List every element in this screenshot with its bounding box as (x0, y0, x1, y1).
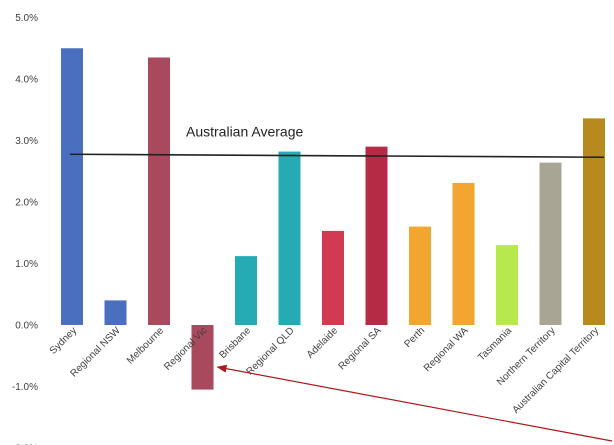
bars (61, 48, 605, 390)
average-label: Australian Average (186, 123, 303, 139)
bar (278, 151, 301, 325)
bar (496, 245, 518, 325)
category-label: Perth (402, 325, 427, 350)
y-tick-label: 5.0% (15, 13, 38, 24)
bar (148, 57, 170, 325)
y-tick-label: 2.0% (15, 198, 38, 209)
category-label: Australian Capital Territory (511, 325, 602, 416)
category-label: Adelaide (305, 325, 341, 361)
category-label: Sydney (48, 325, 79, 356)
bar (539, 162, 562, 325)
bar (104, 300, 127, 325)
average-line (69, 153, 605, 159)
bar (191, 325, 214, 390)
y-tick-label: 1.0% (15, 259, 38, 270)
category-label: Regional SA (337, 325, 384, 372)
bar (322, 230, 344, 325)
category-label: Regional WA (422, 325, 471, 374)
y-tick-label: -1.0% (12, 382, 38, 393)
bar (583, 118, 605, 325)
bar (409, 226, 431, 325)
bar (452, 182, 475, 325)
bar (61, 48, 83, 325)
category-label: Brisbane (217, 325, 253, 361)
y-tick-label: 4.0% (15, 75, 38, 86)
y-tick-label: 0.0% (15, 321, 38, 332)
bar (365, 146, 388, 325)
y-tick-label: 3.0% (15, 136, 38, 147)
y-axis-labels: 5.0% 4.0% 3.0% 2.0% 1.0% 0.0% -1.0% -2.0% (12, 13, 38, 445)
y-tick-label: -2.0% (12, 444, 38, 445)
category-label: Melbourne (125, 325, 166, 366)
bar (235, 256, 257, 325)
annotation-arrow (216, 364, 613, 442)
category-label: Tasmania (476, 325, 514, 363)
